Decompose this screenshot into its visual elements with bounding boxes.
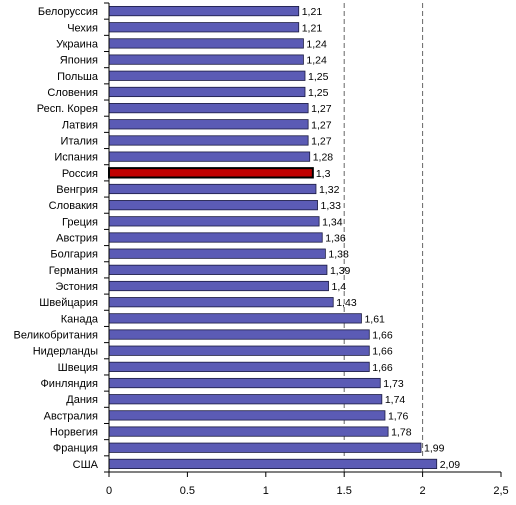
bar (108, 22, 300, 33)
bar (108, 183, 317, 195)
category-label: Польша (57, 71, 99, 83)
bar (108, 280, 329, 292)
bar (108, 103, 309, 114)
value-label: 1,99 (424, 443, 445, 455)
bar (108, 264, 328, 275)
bar (108, 458, 438, 470)
category-label: Белоруссия (38, 6, 98, 18)
bar (108, 151, 311, 162)
value-label: 2,09 (440, 459, 461, 471)
category-label: Россия (62, 168, 98, 180)
value-label: 1,24 (306, 38, 327, 50)
value-label: 1,73 (383, 378, 404, 390)
category-label: Великобритания (14, 330, 99, 342)
category-label: Дания (66, 394, 98, 406)
bar (108, 200, 318, 211)
value-label: 1,4 (332, 281, 347, 293)
value-label: 1,3 (316, 168, 331, 180)
value-label: 1,25 (308, 87, 329, 99)
value-label: 1,28 (313, 152, 334, 164)
category-label: Нидерланды (33, 346, 98, 358)
value-label: 1,43 (336, 297, 357, 309)
bar (108, 54, 304, 65)
value-label: 1,25 (308, 71, 329, 83)
category-label: Словения (47, 87, 98, 99)
category-label: Австралия (44, 410, 98, 422)
category-label: Словакия (49, 200, 98, 212)
bar (108, 70, 306, 81)
bar (108, 167, 314, 179)
category-label: Австрия (56, 233, 98, 245)
bar (108, 38, 304, 49)
category-label: Испания (54, 152, 98, 164)
x-tick-label: 0.5 (180, 485, 195, 497)
value-label: 1,32 (319, 184, 340, 196)
value-label: 1,34 (322, 216, 343, 228)
category-label: США (73, 459, 99, 471)
category-label: Канада (61, 313, 99, 325)
bar (108, 426, 389, 437)
value-label: 1,33 (321, 200, 342, 212)
category-label: Финляндия (40, 378, 98, 390)
x-tick-label: 0 (106, 485, 112, 497)
value-label: 1,66 (372, 346, 393, 358)
category-label: Латвия (62, 119, 98, 131)
category-label: Болгария (50, 249, 98, 261)
category-label: Чехия (67, 22, 98, 34)
bar (108, 86, 306, 98)
bar (108, 313, 362, 324)
category-label: Норвегия (50, 427, 98, 439)
bar (108, 248, 326, 259)
bar (108, 442, 422, 453)
value-label: 1,24 (306, 55, 327, 67)
x-tick-label: 2 (420, 485, 426, 497)
bar (108, 329, 370, 340)
x-tick-label: 2,5 (493, 485, 508, 497)
category-label: Италия (61, 135, 99, 147)
bar (108, 410, 386, 421)
bar (108, 216, 320, 227)
value-label: 1,76 (388, 410, 409, 422)
bar (108, 377, 381, 389)
category-label: Украина (56, 38, 99, 50)
category-label: Греция (62, 216, 98, 228)
value-label: 1,21 (302, 22, 323, 34)
value-label: 1,66 (372, 330, 393, 342)
x-tick-label: 1 (263, 485, 269, 497)
value-label: 1,21 (302, 6, 323, 18)
bar (108, 361, 370, 372)
bar (108, 232, 323, 243)
bar (108, 345, 370, 356)
category-label: Германия (49, 265, 98, 277)
value-label: 1,66 (372, 362, 393, 374)
value-label: 1,61 (364, 313, 385, 325)
bar (108, 135, 309, 146)
value-label: 1,27 (311, 135, 332, 147)
bar (108, 394, 383, 405)
value-label: 1,27 (311, 119, 332, 131)
x-tick-label: 1.5 (337, 485, 352, 497)
value-label: 1,36 (325, 233, 346, 245)
category-label: Швейцария (39, 297, 98, 309)
bar (108, 297, 334, 308)
category-label: Респ. Корея (37, 103, 98, 115)
value-label: 1,78 (391, 427, 412, 439)
category-label: Швеция (58, 362, 98, 374)
category-label: Япония (60, 55, 98, 67)
value-label: 1,38 (328, 249, 349, 261)
category-label: Эстония (55, 281, 98, 293)
bar (108, 5, 300, 17)
category-label: Франция (53, 443, 98, 455)
category-label: Венгрия (56, 184, 98, 196)
value-label: 1,39 (330, 265, 351, 277)
bar (108, 119, 309, 130)
value-label: 1,27 (311, 103, 332, 115)
value-label: 1,74 (385, 394, 406, 406)
